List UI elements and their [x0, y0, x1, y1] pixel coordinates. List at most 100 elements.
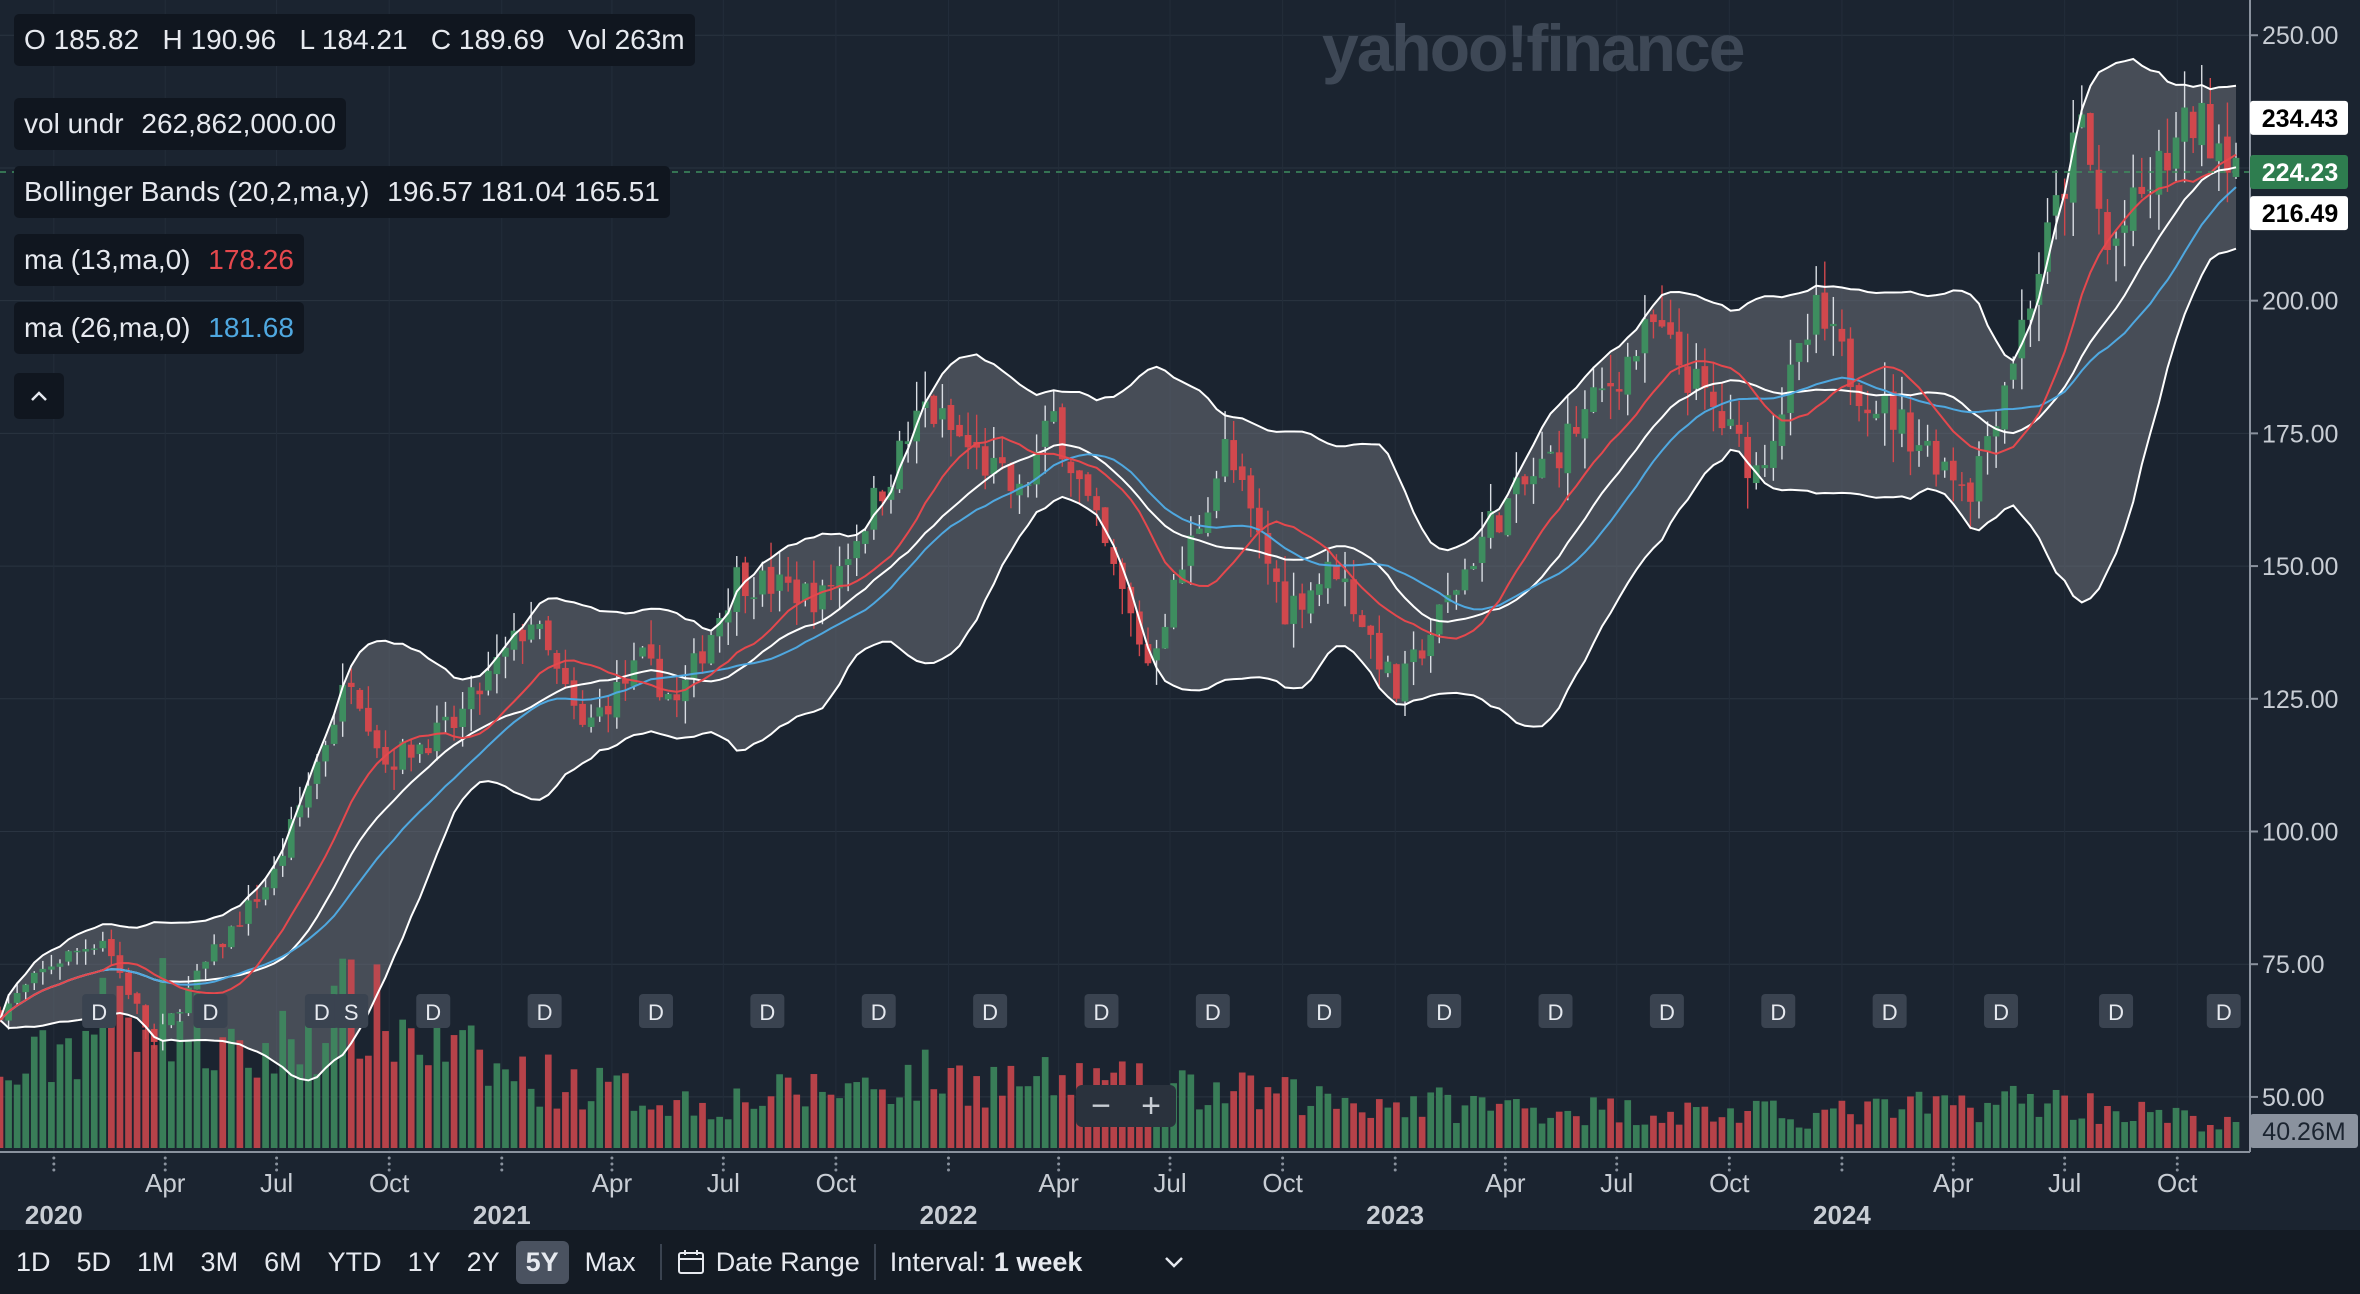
- dividend-marker-box: [527, 994, 562, 1028]
- dividend-marker[interactable]: D: [1761, 994, 1796, 1028]
- volume-bar: [1221, 1103, 1229, 1148]
- range-button-1d[interactable]: 1D: [16, 1246, 51, 1277]
- candle-body: [167, 1013, 175, 1026]
- candle-body: [185, 987, 192, 1014]
- dividend-marker[interactable]: D: [1427, 994, 1462, 1028]
- volume-bar: [2164, 1122, 2171, 1148]
- time-tick: [52, 1156, 56, 1160]
- candle-body: [1538, 458, 1546, 478]
- dividend-marker[interactable]: D: [2206, 994, 2241, 1028]
- range-button-5y[interactable]: 5Y: [515, 1240, 569, 1284]
- candle-body: [1581, 409, 1589, 439]
- date-range-button[interactable]: Date Range: [676, 1247, 860, 1278]
- event-markers[interactable]: D D D D D D D D D D D D D D D D D D D DS: [82, 994, 2241, 1028]
- time-tick-label: Jul: [260, 1168, 293, 1198]
- price-chart[interactable]: D D D D D D D D D D D D D D D D D D D DS 50.0075.00100.0012…: [0, 0, 2360, 1230]
- split-marker[interactable]: S: [334, 994, 369, 1028]
- range-button-1m[interactable]: 1M: [137, 1246, 175, 1277]
- dividend-marker[interactable]: D: [750, 994, 785, 1028]
- dividend-marker[interactable]: D: [82, 994, 117, 1028]
- volume-bar: [1341, 1097, 1349, 1148]
- candle-body: [1564, 423, 1572, 474]
- candle-body: [707, 635, 715, 664]
- range-button-2y[interactable]: 2Y: [466, 1246, 500, 1277]
- volume-bar: [1324, 1093, 1332, 1148]
- volume-bar: [1393, 1102, 1400, 1148]
- volume-bar: [664, 1115, 672, 1148]
- candle-body: [1333, 565, 1340, 580]
- volume-bar: [2206, 1124, 2214, 1148]
- range-button-1y[interactable]: 1Y: [407, 1246, 441, 1277]
- dividend-marker[interactable]: D: [861, 994, 896, 1028]
- zoom-in-button[interactable]: +: [1141, 1086, 1161, 1125]
- dividend-marker[interactable]: D: [304, 994, 339, 1028]
- dividend-marker[interactable]: D: [1307, 994, 1342, 1028]
- volume-bar: [819, 1091, 826, 1148]
- candle-body: [1187, 535, 1195, 566]
- dividend-marker[interactable]: D: [193, 994, 228, 1028]
- time-tick: [387, 1162, 391, 1166]
- range-button-3m[interactable]: 3M: [200, 1246, 239, 1277]
- candle-body: [1555, 452, 1563, 469]
- dividend-marker[interactable]: D: [973, 994, 1008, 1028]
- volume-bar: [587, 1101, 595, 1148]
- collapse-legend-button[interactable]: [14, 373, 64, 419]
- ma26-legend[interactable]: ma (26,ma,0) 181.68: [14, 302, 304, 354]
- dividend-marker[interactable]: D: [1872, 994, 1907, 1028]
- zoom-out-button[interactable]: −: [1091, 1086, 1111, 1125]
- split-marker-label: S: [344, 1000, 359, 1025]
- range-button-ytd[interactable]: YTD: [327, 1246, 382, 1277]
- dividend-marker-box: [750, 994, 785, 1028]
- candle-body: [2009, 363, 2017, 380]
- dividend-marker[interactable]: D: [1984, 994, 2019, 1028]
- volume-bar: [2069, 1119, 2077, 1148]
- dividend-marker[interactable]: D: [1195, 994, 1230, 1028]
- volume-underlay-legend[interactable]: vol undr 262,862,000.00: [14, 98, 347, 150]
- dividend-marker-box: [973, 994, 1008, 1028]
- candle-body: [827, 584, 835, 587]
- candle-body: [699, 651, 706, 664]
- volume-bar: [750, 1108, 758, 1148]
- dividend-marker[interactable]: D: [1538, 994, 1573, 1028]
- time-tick: [1281, 1162, 1285, 1166]
- candle-body: [510, 630, 518, 650]
- candle-body: [202, 961, 209, 969]
- time-axis[interactable]: 2020 Apr Jul Oct 2021 Apr Jul Oct 2022 Apr Jul Oct 2…: [0, 1151, 2250, 1230]
- dividend-marker[interactable]: D: [638, 994, 673, 1028]
- range-button-max[interactable]: Max: [584, 1246, 636, 1277]
- volume-bar: [1752, 1100, 1760, 1148]
- volume-bar: [1581, 1125, 1589, 1148]
- time-tick: [946, 1162, 950, 1166]
- candle-body: [1161, 626, 1169, 649]
- volume-bar: [2112, 1111, 2120, 1148]
- ma13-legend[interactable]: ma (13,ma,0) 178.26: [14, 234, 304, 286]
- dividend-marker[interactable]: D: [1084, 994, 1119, 1028]
- volume-bar: [1213, 1082, 1220, 1148]
- volume-bar: [322, 1043, 329, 1148]
- range-button-6m[interactable]: 6M: [264, 1246, 302, 1277]
- candle-body: [579, 703, 586, 725]
- interval-select[interactable]: Interval: 1 week: [890, 1247, 1187, 1278]
- price-axis[interactable]: 50.00 75.00 100.00 125.00 150.00 175.00 200.00…: [2249, 0, 2360, 1230]
- volume-bar: [2215, 1129, 2223, 1148]
- dividend-marker[interactable]: D: [416, 994, 451, 1028]
- candle-body: [1530, 476, 1537, 485]
- volume-bar: [167, 1061, 175, 1148]
- candle-body: [793, 579, 801, 604]
- candle-body: [904, 441, 912, 445]
- candle-body: [1041, 420, 1049, 447]
- bollinger-label: Bollinger Bands (20,2,ma,y): [24, 176, 370, 207]
- volume-bar: [202, 1068, 209, 1148]
- candle-body: [39, 968, 47, 973]
- bollinger-upper-line: [0, 57, 2237, 1021]
- volume-bar: [279, 1010, 287, 1148]
- high-value: 190.96: [190, 24, 277, 55]
- range-button-5d[interactable]: 5D: [76, 1246, 112, 1277]
- dividend-marker[interactable]: D: [2099, 994, 2134, 1028]
- candle-body: [724, 610, 732, 623]
- dividend-marker[interactable]: D: [527, 994, 562, 1028]
- dividend-marker[interactable]: D: [1649, 994, 1684, 1028]
- volume-bar: [1984, 1102, 1991, 1148]
- bollinger-legend[interactable]: Bollinger Bands (20,2,ma,y) 196.57 181.0…: [14, 166, 670, 218]
- candle-body: [1949, 460, 1957, 481]
